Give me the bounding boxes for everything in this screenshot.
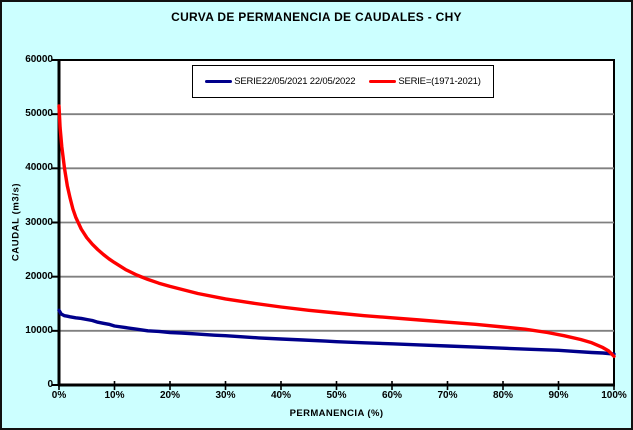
x-tick-label: 90%: [548, 390, 569, 401]
y-tick-label: 10000: [25, 324, 53, 336]
x-tick-label: 80%: [492, 390, 513, 401]
x-tick-label: 0%: [51, 390, 67, 401]
x-tick-label: 10%: [104, 390, 125, 401]
x-tick-label: 60%: [381, 390, 402, 401]
x-tick-label: 20%: [159, 390, 180, 401]
y-tick-label: 40000: [25, 162, 53, 174]
legend-label: SERIE22/05/2021 22/05/2022: [234, 76, 356, 87]
chart-title: CURVA DE PERMANENCIA DE CAUDALES - CHY: [171, 10, 462, 24]
x-tick-label: 30%: [215, 390, 236, 401]
y-tick-label: 20000: [25, 270, 53, 282]
y-tick-label: 0: [47, 379, 53, 390]
x-tick-label: 50%: [326, 390, 347, 401]
y-tick-label: 50000: [25, 108, 53, 120]
legend: SERIE22/05/2021 22/05/2022 SERIE=(1971-20…: [192, 65, 494, 98]
legend-line-swatch: [205, 80, 233, 83]
series-line-1: [57, 104, 616, 358]
legend-item-1: SERIE=(1971-2021): [369, 76, 481, 87]
series-line-0: [57, 308, 616, 356]
y-tick-label: 30000: [25, 216, 53, 228]
legend-item-0: SERIE22/05/2021 22/05/2022: [205, 76, 356, 87]
legend-label: SERIE=(1971-2021): [398, 76, 481, 87]
x-tick-label: 70%: [437, 390, 458, 401]
legend-line-swatch: [369, 80, 397, 83]
y-tick-label: 60000: [25, 54, 53, 65]
x-axis-title: PERMANENCIA (%): [289, 408, 384, 419]
x-tick-label: 40%: [270, 390, 291, 401]
x-tick-label: 100%: [601, 390, 627, 401]
y-axis-title: CAUDAL (m3/s): [10, 182, 22, 262]
